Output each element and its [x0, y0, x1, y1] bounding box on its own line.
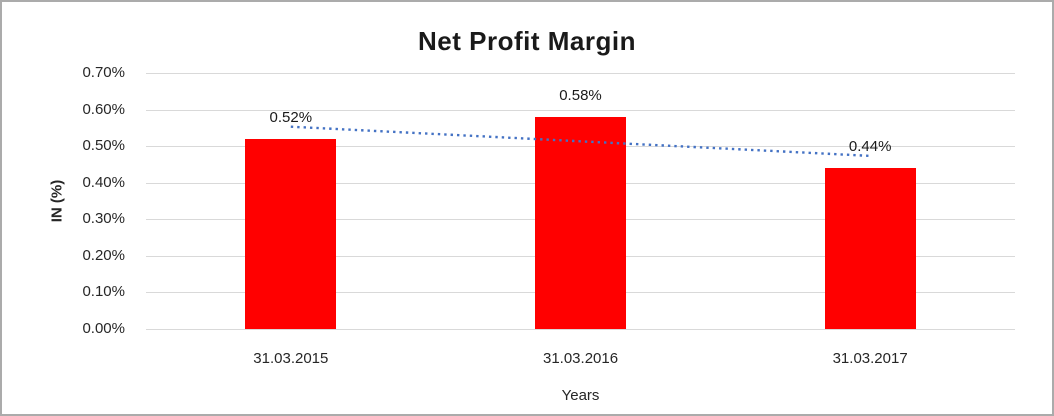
data-label: 0.52% — [269, 108, 313, 126]
y-axis-tick-label: 0.10% — [82, 283, 125, 301]
gridline — [146, 329, 1015, 330]
y-axis-tick-label: 0.70% — [82, 64, 125, 81]
y-axis-tick-label: 0.40% — [82, 173, 125, 191]
y-axis-tick-label: 0.50% — [82, 137, 125, 155]
x-axis-tick-label: 31.03.2017 — [832, 350, 908, 367]
chart-title: Net Profit Margin — [418, 26, 636, 56]
x-axis-tick-label: 31.03.2016 — [542, 350, 619, 367]
trendline — [290, 125, 871, 158]
bar-31.03.2017 — [824, 168, 916, 329]
x-axis-title: Years — [561, 387, 600, 404]
gridline — [146, 73, 1015, 74]
data-label: 0.44% — [848, 138, 892, 156]
data-label: 0.58% — [559, 86, 602, 104]
y-axis-tick-label: 0.60% — [82, 100, 125, 118]
y-axis-tick-label: 0.30% — [82, 210, 125, 228]
bar-31.03.2016 — [535, 116, 626, 329]
y-axis-tick-label: 0.20% — [82, 246, 125, 264]
gridline — [146, 109, 1015, 111]
x-axis-tick-label: 31.03.2015 — [253, 350, 329, 367]
y-axis-tick-label: 0.00% — [82, 320, 125, 337]
plot-area: 0.52% 0.58% 0.44% — [146, 73, 1015, 330]
bar-31.03.2015 — [245, 138, 337, 329]
